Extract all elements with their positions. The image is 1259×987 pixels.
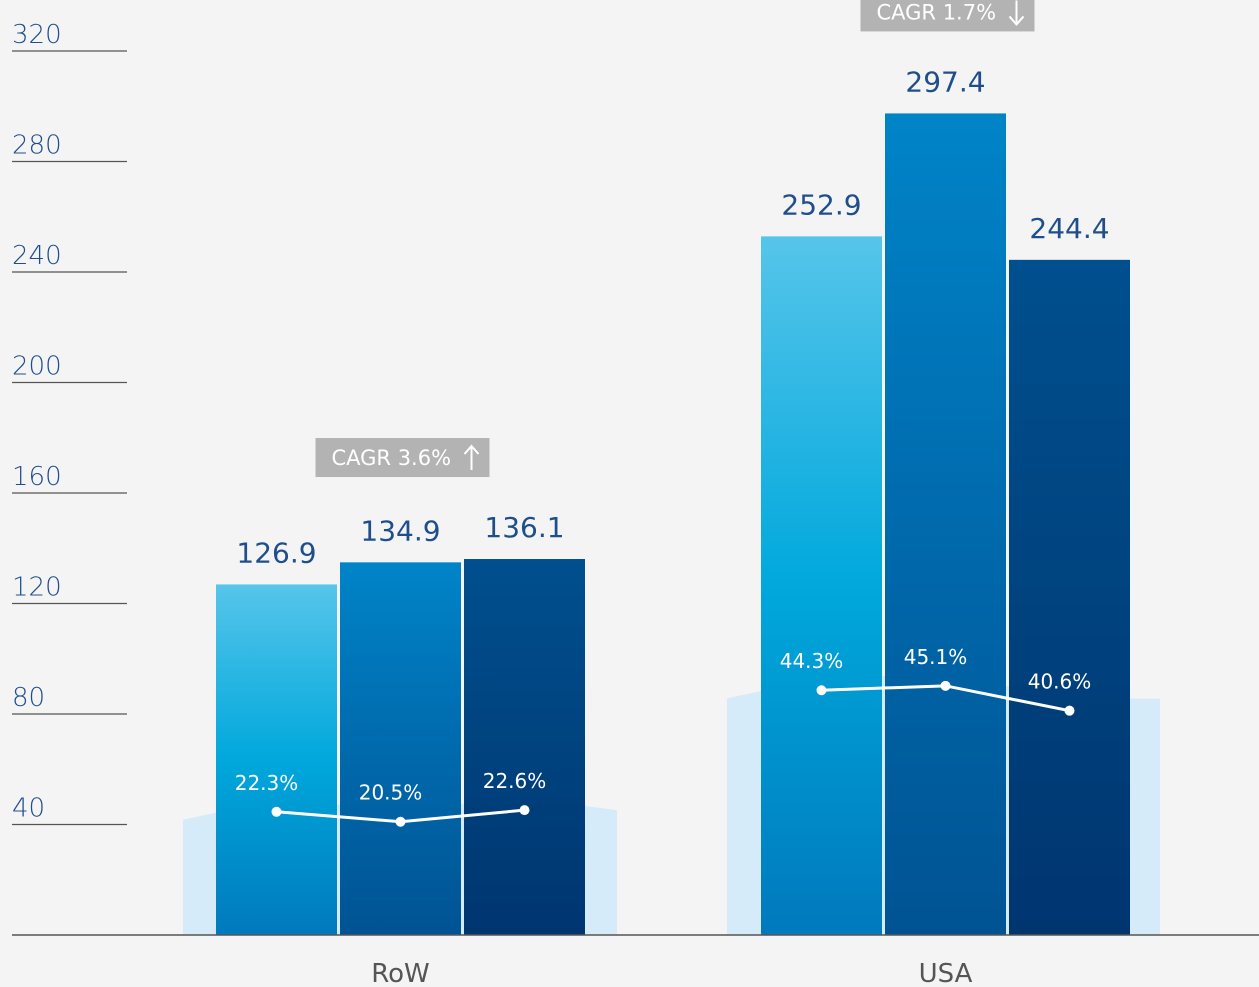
value-labels: 126.9 134.9 136.1 252.9 297.4 244.4 — [236, 65, 1109, 569]
bar-value-label: 297.4 — [905, 65, 985, 98]
bar — [216, 584, 337, 935]
x-category-label: USA — [919, 959, 973, 987]
arrow-down-icon — [1008, 0, 1025, 26]
x-category-label: RoW — [371, 959, 430, 987]
share-point — [271, 806, 282, 817]
share-percent-label: 40.6% — [1028, 670, 1092, 694]
bar — [340, 562, 461, 935]
share-percent-label: 22.6% — [483, 769, 547, 793]
y-tick-label: 320 — [12, 20, 62, 50]
share-point — [395, 816, 406, 827]
bar-value-label: 134.9 — [360, 514, 440, 547]
bar-value-label: 252.9 — [781, 188, 861, 221]
bar — [1009, 259, 1130, 936]
y-tick-label: 80 — [12, 683, 45, 713]
share-point — [940, 680, 951, 691]
y-tick-label: 160 — [12, 462, 62, 492]
cagr-label: CAGR 1.7% — [877, 0, 997, 24]
bar — [761, 236, 882, 935]
share-point — [519, 805, 530, 816]
share-lines: 22.3% 20.5% 22.6% 44.3% 45.1% 40.6% — [235, 645, 1092, 827]
share-percent-label: 44.3% — [780, 649, 844, 673]
bar-value-label: 126.9 — [236, 536, 316, 569]
cagr-box — [315, 438, 490, 478]
cagr-badge: CAGR 3.6% — [315, 438, 490, 478]
x-axis: RoW USA — [371, 959, 972, 987]
y-tick-label: 200 — [12, 352, 62, 382]
y-tick-label: 40 — [12, 794, 45, 824]
share-point — [1064, 705, 1075, 716]
bar-value-label: 244.4 — [1029, 212, 1109, 245]
y-axis: 40 80 120 160 200 240 280 320 — [12, 20, 127, 826]
share-percent-label: 45.1% — [904, 645, 968, 669]
share-percent-label: 20.5% — [359, 781, 423, 805]
y-tick-label: 240 — [12, 241, 62, 271]
arrow-up-icon — [463, 444, 480, 471]
bar — [885, 113, 1006, 936]
cagr-box — [860, 0, 1035, 32]
cagr-badge: CAGR 1.7% — [860, 0, 1035, 32]
share-point — [816, 685, 827, 696]
bar-value-label: 136.1 — [484, 511, 564, 544]
y-tick-label: 120 — [12, 573, 62, 603]
bars — [216, 113, 1130, 936]
y-tick-label: 280 — [12, 131, 62, 161]
share-percent-label: 22.3% — [235, 771, 299, 795]
cagr-label: CAGR 3.6% — [332, 446, 452, 470]
cagr-badges: CAGR 3.6% CAGR 1.7% — [315, 0, 1035, 478]
bar — [464, 559, 585, 935]
